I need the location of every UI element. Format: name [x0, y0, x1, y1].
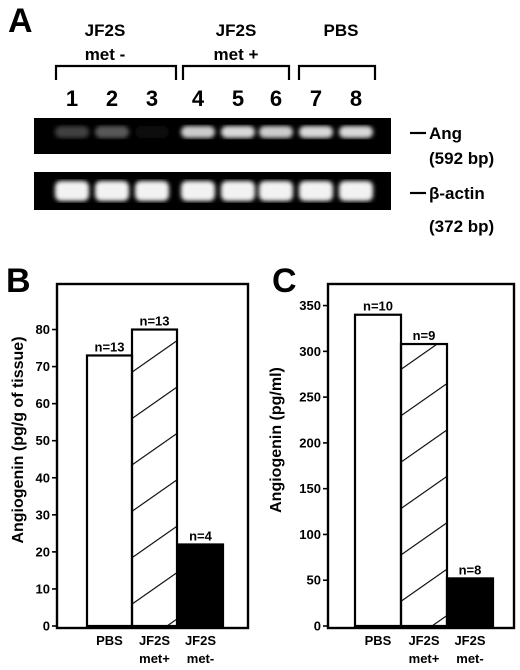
category-label: PBS — [365, 633, 392, 648]
y-tick-label: 70 — [36, 359, 50, 374]
lane-number: 1 — [66, 86, 78, 111]
category-label-line2: met- — [187, 651, 214, 666]
bracket-met-minus — [54, 64, 178, 80]
lane-number: 4 — [192, 86, 205, 111]
lane-number: 7 — [310, 86, 322, 111]
category-label-line2: met- — [456, 651, 483, 666]
bar — [176, 543, 225, 628]
n-label: n=13 — [140, 314, 170, 329]
n-label: n=9 — [413, 328, 436, 343]
n-label: n=8 — [459, 562, 482, 577]
panel-b: B Angiogenin (pg/g of tissue) 0 10 20 30 40 5… — [6, 262, 250, 666]
bar — [445, 577, 495, 628]
category-label: JF2S — [139, 633, 170, 648]
panel-a-letter: A — [8, 2, 33, 40]
ang-band — [95, 126, 129, 138]
y-tick-label: 0 — [314, 619, 321, 634]
plot-frame — [55, 282, 250, 630]
category-label-line2: met+ — [409, 651, 440, 666]
category-label: JF2S — [408, 633, 439, 648]
ang-band — [259, 126, 293, 138]
actin-bands — [55, 181, 373, 201]
bracket-met-plus — [181, 64, 291, 80]
actin-label: β-actin — [429, 184, 485, 203]
n-label: n=10 — [363, 299, 393, 314]
actin-band — [181, 181, 215, 201]
bar — [130, 328, 179, 628]
panel-c-letter: C — [272, 262, 297, 300]
lane-number: 6 — [270, 86, 282, 111]
group-label-met-minus: JF2S met - — [85, 21, 126, 64]
lane-number: 3 — [146, 86, 158, 111]
y-tick-label: 300 — [299, 344, 321, 359]
panel-c: C Angiogenin (pg/ml) 0 50 100 150 200 250 300 3… — [268, 262, 516, 666]
y-tick-label: 350 — [299, 298, 321, 313]
bar — [399, 342, 449, 628]
lane-numbers: 1 2 3 4 5 6 7 8 — [66, 86, 362, 111]
n-label: n=13 — [95, 339, 125, 354]
category-label: PBS — [96, 633, 123, 648]
bar — [353, 313, 403, 628]
group-label-line1: JF2S — [85, 21, 126, 40]
group-label-pbs: PBS — [324, 21, 359, 40]
actin-size-label: (372 bp) — [429, 217, 494, 236]
y-tick-label: 10 — [36, 581, 50, 596]
y-tick-label: 100 — [299, 527, 321, 542]
group-label-line2: met + — [214, 45, 259, 64]
actin-band — [95, 181, 129, 201]
panel-c-y-axis-label: Angiogenin (pg/ml) — [268, 367, 285, 513]
bar — [85, 354, 134, 628]
bracket-pbs — [297, 64, 377, 80]
y-tick-label: 50 — [36, 433, 50, 448]
y-tick-label: 40 — [36, 470, 50, 485]
actin-band — [135, 181, 169, 201]
panel-a: A JF2S met - JF2S met + PBS 1 2 3 4 5 6 7 8 Ang… — [8, 2, 494, 236]
y-tick-label: 250 — [299, 390, 321, 405]
group-label-line1: JF2S — [216, 21, 257, 40]
lane-number: 8 — [350, 86, 362, 111]
ang-band — [299, 126, 333, 138]
y-tick-label: 20 — [36, 544, 50, 559]
actin-band — [259, 181, 293, 201]
y-tick-label: 80 — [36, 322, 50, 337]
ang-label: Ang — [429, 124, 462, 143]
ang-band — [221, 126, 255, 138]
y-tick-label: 150 — [299, 481, 321, 496]
category-label: JF2S — [185, 633, 216, 648]
y-tick-label: 60 — [36, 396, 50, 411]
y-tick-label: 30 — [36, 507, 50, 522]
lane-number: 5 — [232, 86, 244, 111]
ang-band — [135, 126, 169, 138]
panel-b-y-axis-label: Angiogenin (pg/g of tissue) — [10, 336, 27, 543]
ang-bands — [55, 126, 373, 138]
plot-frame — [326, 282, 516, 630]
category-label-line2: met+ — [139, 651, 170, 666]
panel-c-chart: 0 50 100 150 200 250 300 350 n=10 PBS n=9 JF2S met+ n… — [299, 282, 516, 666]
group-label-met-plus: JF2S met + — [214, 21, 259, 64]
actin-band — [339, 181, 373, 201]
y-tick-label: 200 — [299, 435, 321, 450]
ang-band — [339, 126, 373, 138]
group-label-line2: met - — [85, 45, 126, 64]
ang-band — [181, 126, 215, 138]
n-label: n=4 — [189, 528, 213, 543]
panel-b-chart: 0 10 20 30 40 50 60 70 80 n=13 PBS n=13 JF2S met+ n=4 J… — [36, 282, 250, 666]
group-label-line1: PBS — [324, 21, 359, 40]
actin-band — [55, 181, 89, 201]
lane-number: 2 — [106, 86, 118, 111]
y-tick-label: 50 — [307, 573, 321, 588]
category-label: JF2S — [454, 633, 485, 648]
y-tick-label: 0 — [43, 619, 50, 634]
actin-band — [221, 181, 255, 201]
panel-b-letter: B — [6, 262, 31, 300]
ang-size-label: (592 bp) — [429, 149, 494, 168]
ang-band — [55, 126, 89, 138]
actin-band — [299, 181, 333, 201]
